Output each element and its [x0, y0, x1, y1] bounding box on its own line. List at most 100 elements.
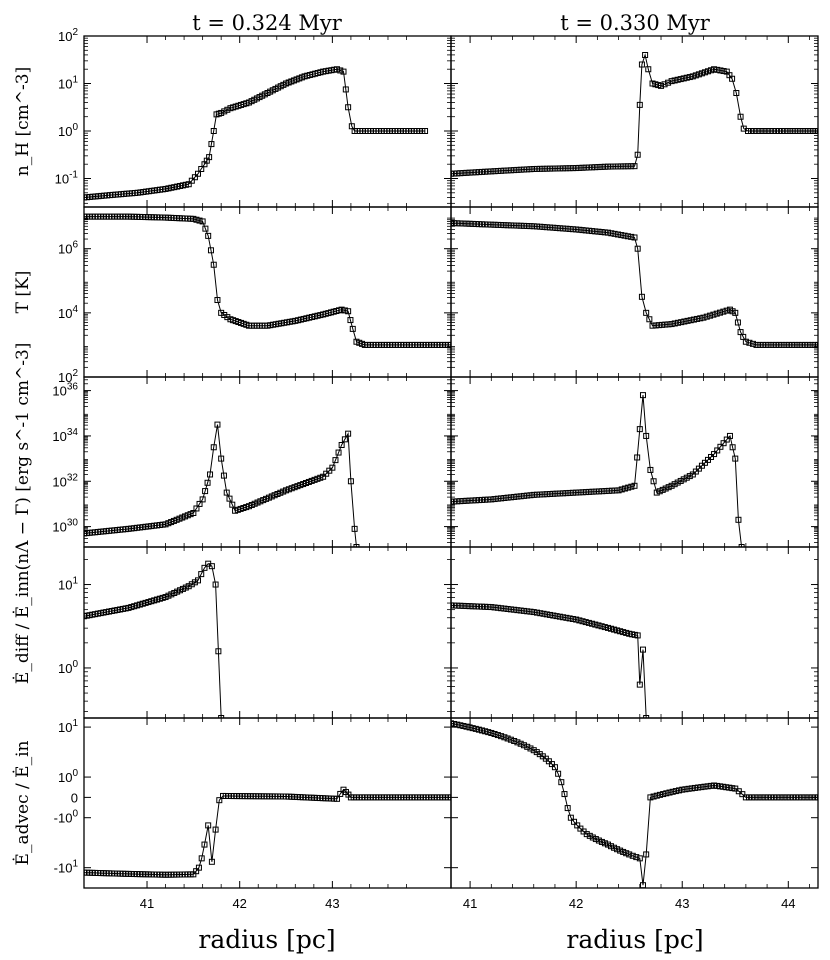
x-axis-label-left: radius [pc]	[198, 925, 335, 954]
data-point-marker	[482, 603, 489, 610]
data-point-marker	[633, 854, 640, 861]
data-point-marker	[732, 309, 739, 316]
data-point-marker	[582, 489, 589, 496]
data-point-marker	[338, 306, 345, 313]
data-point-marker	[326, 467, 333, 474]
data-point-marker	[451, 220, 454, 227]
series-group	[84, 560, 225, 718]
data-point-marker	[576, 489, 583, 496]
data-point-marker	[598, 623, 605, 630]
data-point-marker	[785, 341, 792, 348]
data-point-marker	[511, 606, 518, 613]
data-point-marker	[320, 473, 327, 480]
data-point-marker	[620, 848, 627, 855]
data-point-marker	[524, 743, 531, 750]
data-point-marker	[223, 489, 230, 496]
data-point-marker	[621, 163, 628, 170]
data-point-marker	[688, 785, 695, 792]
series-group	[451, 52, 818, 177]
data-point-marker	[698, 70, 705, 77]
data-point-marker	[714, 782, 721, 789]
data-point-marker	[543, 165, 550, 172]
data-point-marker	[573, 489, 580, 496]
data-point-marker	[548, 761, 555, 768]
data-point-marker	[571, 818, 578, 825]
data-point-marker	[494, 168, 501, 175]
data-point-marker	[84, 613, 87, 620]
data-point-marker	[614, 627, 621, 634]
data-point-marker	[801, 128, 808, 134]
data-point-marker	[485, 221, 492, 228]
data-point-marker	[448, 341, 451, 348]
data-point-marker	[498, 222, 505, 229]
data-point-marker	[585, 227, 592, 234]
data-point-marker	[579, 618, 586, 625]
data-point-marker	[631, 482, 638, 489]
data-point-marker	[732, 455, 739, 462]
data-point-marker	[671, 320, 678, 327]
data-point-marker	[498, 733, 505, 740]
data-point-marker	[710, 311, 717, 318]
data-point-marker	[737, 113, 744, 120]
data-point-marker	[210, 128, 217, 134]
data-point-marker	[723, 307, 730, 314]
data-point-marker	[642, 52, 649, 58]
y-axis-label: Ė_advec / Ė_in	[12, 740, 33, 865]
data-point-marker	[650, 478, 657, 485]
panel-frame	[83, 35, 452, 208]
data-point-marker	[733, 90, 740, 96]
data-point-marker	[345, 430, 352, 437]
data-point-marker	[646, 316, 653, 323]
data-point-marker	[672, 788, 679, 795]
data-point-marker	[215, 648, 222, 655]
y-tick-base: 10	[58, 77, 72, 92]
data-point-marker	[218, 455, 225, 462]
data-point-marker	[520, 742, 527, 749]
y-tick-base: 10	[58, 770, 72, 785]
data-point-marker	[726, 432, 733, 439]
data-point-marker	[226, 495, 233, 502]
data-point-marker	[469, 603, 476, 610]
data-point-marker	[598, 838, 605, 845]
data-point-marker	[729, 444, 736, 451]
data-point-marker	[553, 490, 560, 497]
data-point-marker	[530, 166, 537, 172]
data-point-marker	[805, 341, 812, 348]
data-point-marker	[723, 436, 730, 443]
data-point-marker	[566, 225, 573, 232]
data-point-marker	[620, 629, 627, 636]
data-point-marker	[460, 602, 467, 609]
data-point-marker	[196, 500, 203, 507]
data-point-marker	[485, 168, 492, 175]
y-tick-base: 10	[58, 720, 72, 735]
data-point-marker	[638, 293, 645, 300]
data-point-marker	[524, 492, 531, 499]
data-point-marker	[504, 735, 511, 742]
y-tick-exp: 1	[72, 75, 78, 86]
panel-frame	[450, 717, 819, 889]
data-point-marker	[501, 495, 508, 502]
data-point-marker	[507, 167, 514, 174]
data-point-marker	[469, 497, 476, 504]
data-point-marker	[576, 226, 583, 233]
y-tick-label: 101	[58, 75, 78, 92]
data-point-marker	[194, 577, 201, 584]
data-point-marker	[643, 851, 650, 858]
data-point-marker	[639, 392, 646, 399]
data-point-marker	[782, 341, 789, 348]
data-point-marker	[811, 341, 818, 348]
data-point-marker	[185, 583, 192, 590]
data-point-marker	[726, 784, 733, 791]
data-point-marker	[791, 128, 798, 134]
y-tick-label: 1032	[52, 472, 78, 489]
data-point-marker	[472, 497, 479, 504]
data-point-marker	[520, 222, 527, 229]
data-point-marker	[547, 611, 554, 618]
data-point-marker	[579, 489, 586, 496]
data-point-marker	[560, 614, 567, 621]
data-point-marker	[337, 790, 344, 797]
x-tick-label: 41	[463, 896, 477, 911]
data-point-marker	[763, 341, 770, 348]
data-point-marker	[220, 472, 227, 479]
